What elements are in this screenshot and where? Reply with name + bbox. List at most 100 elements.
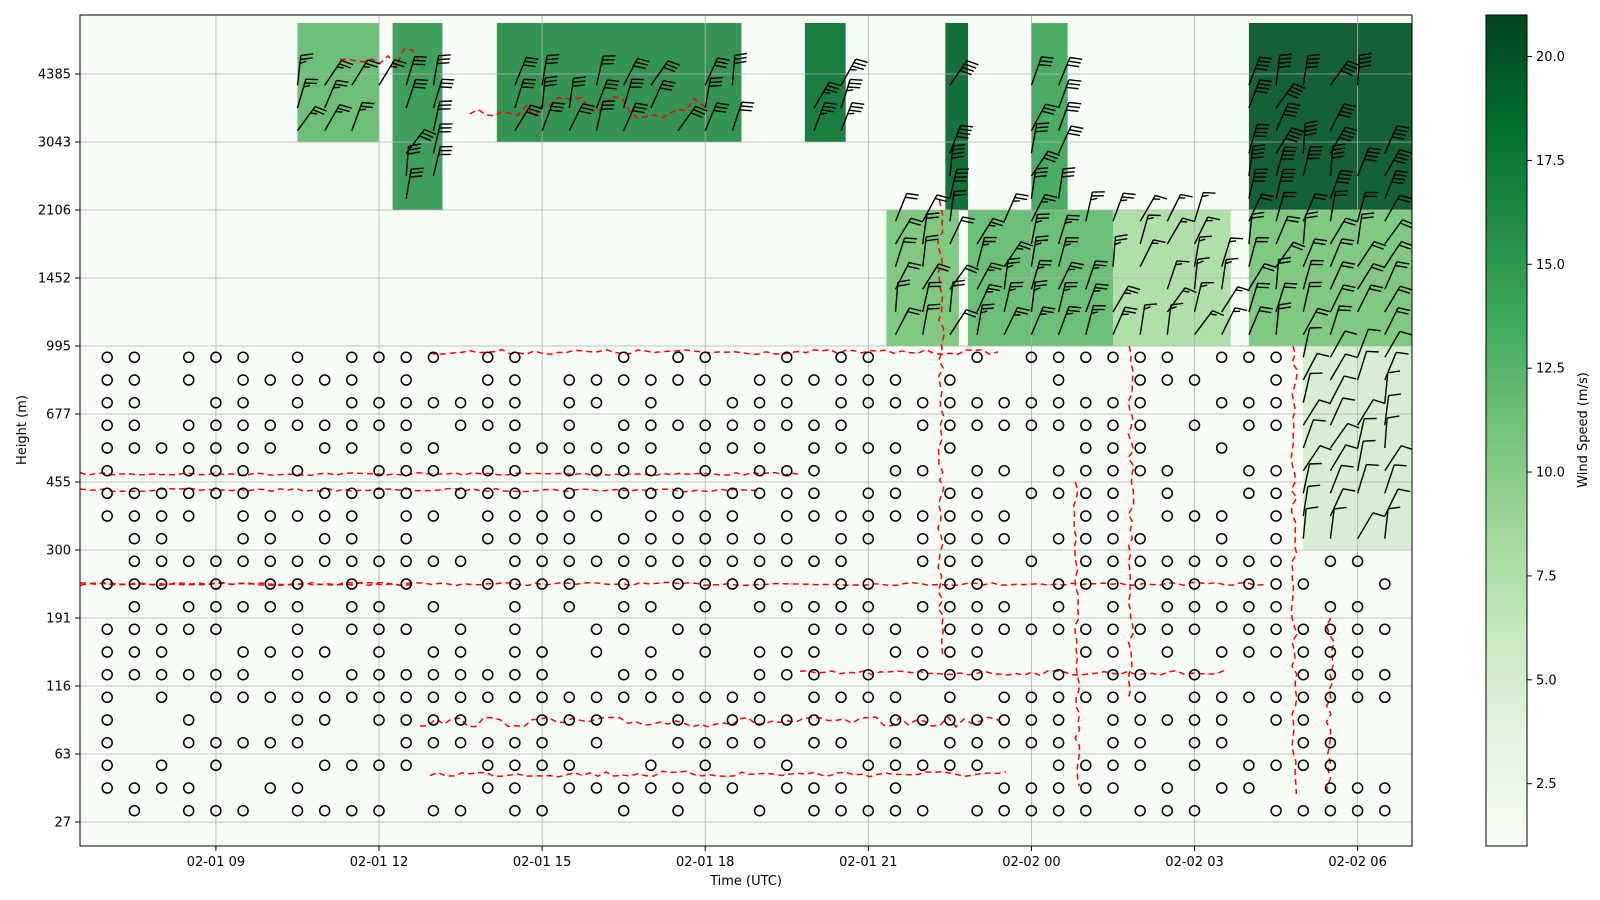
calm-marker (454, 668, 467, 681)
calm-marker (835, 419, 847, 432)
y-tick-label: 2106 (38, 204, 71, 219)
wind-barb (1166, 260, 1190, 290)
wind-barb (1057, 281, 1078, 313)
calm-marker (781, 419, 793, 432)
calm-marker (1107, 736, 1119, 749)
calm-marker (753, 646, 766, 658)
calm-marker (237, 555, 249, 568)
calm-marker (291, 623, 304, 636)
wind-barb (296, 53, 314, 86)
wind-barb (514, 56, 539, 86)
wind-barb (840, 58, 868, 86)
y-axis-label: Height (m) (15, 395, 30, 465)
calm-marker (237, 351, 249, 364)
calm-marker (1107, 600, 1119, 613)
wind-barb (1329, 375, 1357, 404)
calm-marker (889, 510, 902, 522)
wind-barb (1112, 192, 1136, 222)
calm-marker (753, 532, 766, 545)
wind-barb (1302, 506, 1319, 539)
calm-marker (373, 351, 385, 364)
calm-marker (699, 419, 711, 432)
wind-barb (1248, 168, 1268, 199)
colorbar-ticks: 2.5 5.0 7.5 10.0 12.5 15.0 17.5 20.0 (1527, 50, 1565, 792)
calm-marker (400, 555, 412, 568)
wind-barb (1057, 79, 1082, 109)
wind-barb (1384, 240, 1412, 268)
calm-marker (617, 691, 630, 704)
wind-barb (976, 303, 995, 335)
calm-marker (944, 691, 956, 704)
calm-marker (101, 464, 113, 477)
calm-marker (264, 691, 277, 704)
calm-marker (536, 804, 548, 817)
contour-line (419, 715, 1005, 729)
calm-marker (835, 396, 847, 409)
calm-marker (563, 419, 576, 432)
calm-marker (726, 782, 739, 794)
calm-marker (1107, 578, 1119, 590)
calm-marker (291, 736, 304, 749)
calm-marker (808, 374, 820, 386)
calm-marker (944, 442, 956, 454)
calm-marker (808, 510, 820, 522)
calm-marker (563, 782, 576, 794)
calm-marker (563, 442, 576, 454)
calm-marker (346, 668, 358, 681)
calm-marker (400, 396, 412, 409)
calm-marker (1080, 464, 1092, 477)
calm-marker (1107, 623, 1119, 636)
wind-barb (1085, 191, 1105, 222)
calm-marker (726, 532, 739, 545)
wind-barb (595, 100, 616, 131)
wind-barb (1057, 101, 1082, 131)
wind-barb (976, 236, 997, 267)
wind-barb (650, 60, 680, 86)
calm-marker (1052, 804, 1065, 817)
wind-barb (1030, 306, 1056, 335)
calm-marker (1134, 668, 1146, 681)
calm-marker (753, 668, 766, 681)
calm-marker (291, 668, 304, 681)
calm-marker (1052, 578, 1065, 590)
wind-barb (1221, 307, 1248, 336)
calm-marker (400, 623, 412, 636)
calm-marker (808, 668, 820, 681)
calm-marker (1080, 691, 1092, 704)
calm-marker (1134, 532, 1146, 545)
calm-marker (1080, 555, 1092, 568)
calm-marker (182, 419, 195, 432)
wind-barb (1356, 350, 1379, 381)
calm-marker (536, 442, 548, 454)
calm-marker (1324, 623, 1337, 636)
calm-marker (536, 555, 548, 568)
y-tick-label: 1452 (38, 272, 71, 287)
calm-marker (998, 782, 1010, 794)
wind-barb (1057, 214, 1080, 245)
wind-barb (1384, 261, 1410, 290)
calm-marker (699, 555, 711, 568)
colorbar-tick-label: 10.0 (1536, 466, 1565, 481)
calm-marker (1025, 396, 1038, 409)
y-tick-label: 63 (54, 748, 71, 763)
calm-marker (128, 623, 141, 636)
calm-marker (1188, 419, 1201, 432)
calm-marker (454, 396, 467, 409)
heat-cell (945, 23, 968, 210)
calm-marker (862, 374, 875, 386)
calm-marker (291, 804, 304, 817)
calm-marker (998, 736, 1010, 749)
calm-marker (237, 646, 249, 658)
calm-marker (1270, 691, 1282, 704)
calm-marker (971, 464, 983, 477)
calm-marker (699, 351, 711, 364)
calm-marker (128, 442, 141, 454)
wind-barb (1193, 282, 1214, 313)
wind-barb (1384, 194, 1412, 222)
calm-marker (482, 668, 494, 681)
calm-marker (645, 374, 657, 386)
calm-marker (264, 736, 277, 749)
calm-marker (373, 668, 385, 681)
calm-marker (617, 464, 630, 477)
wind-barb (1384, 506, 1401, 539)
